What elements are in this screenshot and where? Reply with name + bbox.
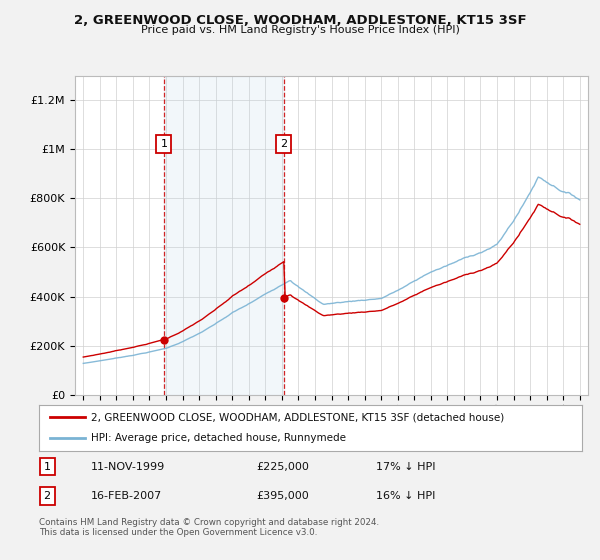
Text: 1: 1 [44,461,50,472]
Bar [164,76,284,395]
Text: HPI: Average price, detached house, Runnymede: HPI: Average price, detached house, Runn… [91,433,346,444]
Text: 17% ↓ HPI: 17% ↓ HPI [376,461,435,472]
Text: £395,000: £395,000 [256,491,309,501]
Text: 11-NOV-1999: 11-NOV-1999 [91,461,165,472]
Text: 16-FEB-2007: 16-FEB-2007 [91,491,162,501]
Text: 2: 2 [280,139,287,150]
Text: £225,000: £225,000 [256,461,309,472]
Text: 16% ↓ HPI: 16% ↓ HPI [376,491,435,501]
Text: 2: 2 [44,491,51,501]
Text: 2, GREENWOOD CLOSE, WOODHAM, ADDLESTONE, KT15 3SF (detached house): 2, GREENWOOD CLOSE, WOODHAM, ADDLESTONE,… [91,412,504,422]
Text: 1: 1 [160,139,167,150]
Text: Contains HM Land Registry data © Crown copyright and database right 2024.
This d: Contains HM Land Registry data © Crown c… [39,518,379,538]
Text: 2, GREENWOOD CLOSE, WOODHAM, ADDLESTONE, KT15 3SF: 2, GREENWOOD CLOSE, WOODHAM, ADDLESTONE,… [74,14,526,27]
Text: Price paid vs. HM Land Registry's House Price Index (HPI): Price paid vs. HM Land Registry's House … [140,25,460,35]
